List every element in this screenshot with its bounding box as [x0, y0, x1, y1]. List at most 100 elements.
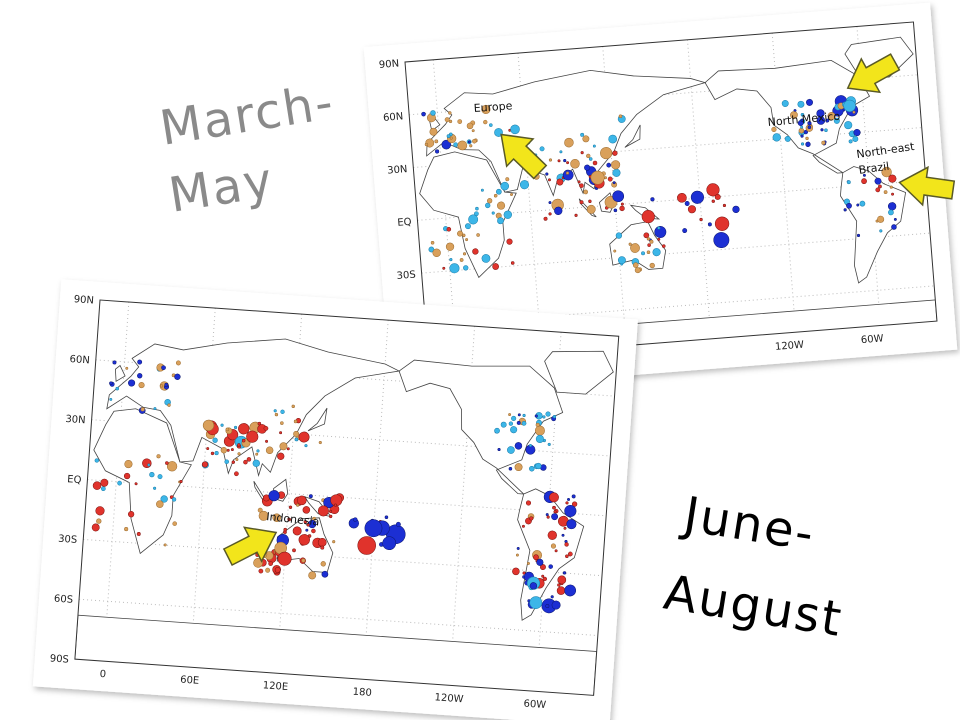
station-dot — [843, 208, 847, 212]
station-dot — [446, 134, 451, 138]
station-dot — [292, 526, 302, 536]
station-dot — [384, 515, 389, 519]
station-dot — [567, 498, 570, 501]
station-dot — [888, 174, 897, 183]
region-label: Europe — [473, 99, 513, 115]
station-dot — [448, 111, 452, 115]
station-dot — [235, 458, 239, 461]
station-dot — [246, 457, 252, 462]
station-dot — [878, 184, 882, 189]
station-dot — [891, 224, 897, 230]
station-dot — [798, 127, 805, 134]
station-dot — [212, 437, 218, 443]
station-dot — [534, 414, 538, 418]
station-dot — [317, 538, 327, 547]
station-dot — [134, 482, 138, 486]
station-dot — [231, 460, 235, 464]
station-dot — [167, 403, 171, 407]
station-dot — [179, 479, 183, 484]
station-dot — [550, 595, 554, 599]
station-dot — [508, 466, 513, 471]
lat-label: 60N — [383, 111, 404, 124]
station-dot — [525, 500, 532, 506]
station-dot — [542, 576, 547, 582]
station-dot — [279, 442, 288, 451]
station-dot — [286, 447, 290, 451]
station-dot — [265, 439, 268, 443]
station-dot — [238, 423, 250, 435]
station-dot — [304, 444, 308, 448]
station-dot — [566, 161, 570, 165]
station-dot — [684, 201, 690, 206]
station-dot — [243, 459, 248, 465]
station-dot — [280, 409, 285, 414]
station-dot — [522, 571, 526, 575]
station-dot — [548, 564, 553, 569]
station-dot — [210, 451, 215, 456]
station-dot — [556, 178, 564, 186]
station-dot — [552, 505, 556, 510]
station-dot — [446, 227, 452, 232]
station-dot — [800, 125, 804, 129]
station-dot — [468, 214, 479, 225]
station-dot — [888, 209, 894, 216]
station-dot — [430, 241, 435, 245]
station-dot — [772, 133, 781, 142]
station-dot — [253, 558, 263, 568]
station-dot — [797, 120, 804, 126]
station-dot — [256, 449, 260, 453]
station-dot — [564, 542, 569, 547]
station-dot — [580, 132, 585, 137]
station-dot — [552, 415, 557, 419]
station-dot — [592, 144, 596, 148]
station-dot — [510, 193, 513, 197]
station-dot — [510, 426, 518, 434]
station-dot — [643, 232, 650, 239]
map-panel: 90N60N30NEQ30S60S120E120W60W — [363, 2, 958, 395]
station-dot — [94, 458, 99, 463]
station-dot — [562, 169, 574, 181]
station-dot — [302, 506, 311, 514]
lon-label: 120E — [262, 680, 288, 693]
station-dot — [647, 243, 651, 247]
station-dot — [128, 379, 136, 387]
station-dot — [877, 215, 885, 223]
station-dot — [432, 248, 441, 257]
station-dot — [448, 119, 453, 124]
station-dot — [641, 210, 655, 224]
station-dot — [545, 513, 549, 517]
grid-line — [79, 598, 598, 637]
lat-label: 60S — [54, 594, 74, 606]
station-dot — [434, 139, 439, 144]
station-dot — [233, 425, 238, 430]
station-dot — [677, 192, 687, 203]
lat-label: EQ — [397, 217, 412, 229]
station-dot — [305, 528, 309, 532]
station-dot — [124, 460, 133, 469]
station-dot — [96, 518, 102, 524]
station-dot — [500, 181, 509, 191]
station-dot — [561, 533, 565, 537]
station-dot — [226, 448, 230, 452]
season-title: May — [165, 152, 278, 224]
station-dot — [630, 243, 640, 253]
station-dot — [100, 486, 106, 492]
station-dot — [620, 202, 624, 206]
coastline — [704, 59, 871, 174]
station-dot — [714, 194, 721, 200]
station-dot — [557, 575, 567, 585]
station-dot — [149, 471, 155, 478]
station-dot — [714, 216, 730, 231]
station-dot — [570, 159, 580, 169]
station-dot — [790, 111, 798, 119]
station-dot — [547, 530, 557, 540]
station-dot — [551, 600, 561, 610]
station-dot — [157, 474, 163, 480]
station-dot — [265, 446, 274, 455]
station-dot — [803, 129, 808, 135]
station-dot — [825, 118, 830, 123]
station-dot — [577, 180, 581, 184]
station-dot — [301, 558, 306, 563]
station-dot — [800, 118, 804, 122]
lat-label: 90N — [379, 58, 400, 71]
